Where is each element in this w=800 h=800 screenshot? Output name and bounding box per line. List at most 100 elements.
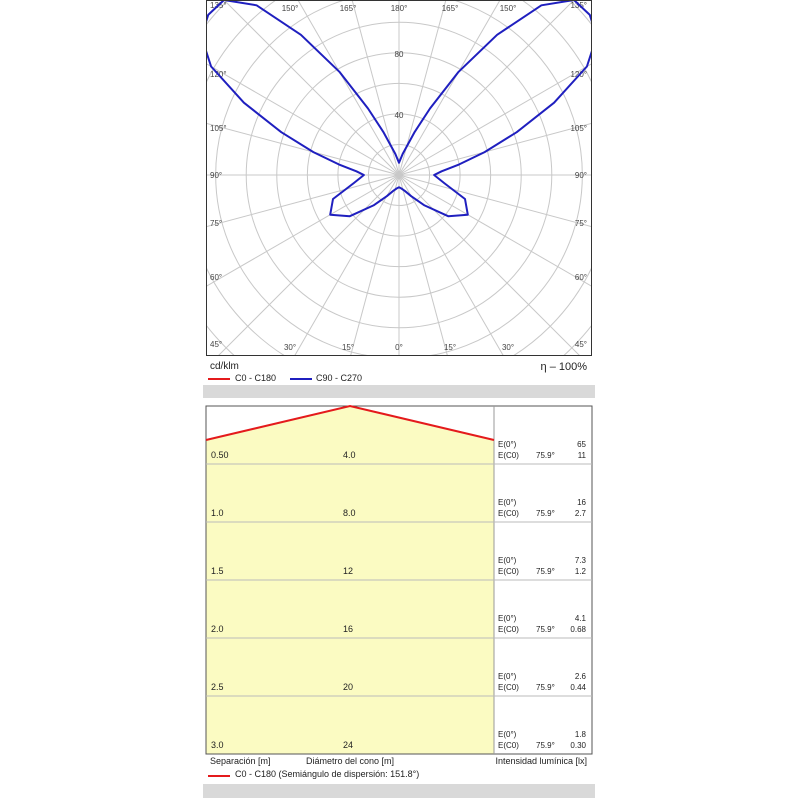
polar-grid-spoke xyxy=(398,0,575,176)
cone-row-diameter: 24 xyxy=(343,740,354,750)
polar-grid-spoke xyxy=(398,174,592,288)
lux-value-ec0: 2.7 xyxy=(574,509,586,518)
lux-label-e0: E(0°) xyxy=(498,556,517,565)
cone-row-diameter: 20 xyxy=(343,682,354,692)
column-label-separation: Separación [m] xyxy=(210,756,271,766)
lux-value-ec0: 0.68 xyxy=(570,625,586,634)
polar-efficiency-label: η – 100% xyxy=(540,361,587,373)
cone-row-height: 3.0 xyxy=(211,740,224,750)
polar-angle-label-top: 180° xyxy=(391,4,408,13)
lux-value-ec0: 1.2 xyxy=(574,567,586,576)
polar-angle-label-left: 60° xyxy=(210,273,222,282)
polar-angle-label-left: 105° xyxy=(210,124,227,133)
polar-grid-spoke xyxy=(206,174,400,288)
cone-row-diameter: 16 xyxy=(343,624,354,634)
lux-label-ec0: E(C0) xyxy=(498,509,519,518)
polar-grid-spoke xyxy=(293,174,400,356)
polar-series xyxy=(206,0,592,218)
polar-angle-label-bottom: 30° xyxy=(284,343,296,352)
polar-radial-tick-label: 40 xyxy=(395,111,404,120)
polar-angle-label-left: 90° xyxy=(210,171,222,180)
separator-band-bottom xyxy=(203,784,595,798)
cone-row-height: 1.0 xyxy=(211,508,224,518)
cone-row-diameter: 12 xyxy=(343,566,354,576)
legend-label-c90-c270: C90 - C270 xyxy=(316,373,363,383)
polar-angle-label-bottom: 0° xyxy=(395,343,403,352)
polar-angle-label-right: 90° xyxy=(575,171,587,180)
lux-label-e0: E(0°) xyxy=(498,614,517,623)
polar-angle-label-top: 165° xyxy=(340,4,357,13)
cone-legend-label: C0 - C180 (Semiángulo de dispersión: 151… xyxy=(235,769,420,779)
lux-angle: 75.9° xyxy=(536,683,555,692)
polar-angle-label-top: 150° xyxy=(500,4,517,13)
polar-chart: 4080120160 135°120°105°90°75°60°45°135°1… xyxy=(206,0,592,356)
polar-grid-spoke xyxy=(398,174,505,356)
polar-grid-spoke xyxy=(217,174,400,356)
lux-angle: 75.9° xyxy=(536,509,555,518)
legend-line-c90-c270 xyxy=(290,378,312,380)
polar-grid-spoke xyxy=(297,0,400,176)
polar-grid-spoke xyxy=(398,62,592,176)
polar-angle-label-right: 75° xyxy=(575,219,587,228)
polar-grid-spoke xyxy=(223,0,400,176)
polar-series-line xyxy=(206,0,592,218)
polar-angle-label-right: 45° xyxy=(575,340,587,349)
cone-row-height: 1.5 xyxy=(211,566,224,576)
cone-row-diameter: 4.0 xyxy=(343,450,356,460)
polar-grid-spoke xyxy=(349,174,400,356)
lux-value-ec0: 11 xyxy=(577,451,586,460)
polar-grid-spoke xyxy=(206,62,400,176)
polar-radial-tick-labels: 4080120160 xyxy=(395,50,404,120)
polar-grid-spoke xyxy=(351,0,400,176)
polar-grid-spoke xyxy=(398,0,501,176)
lux-label-ec0: E(C0) xyxy=(498,741,519,750)
lux-value-e0: 65 xyxy=(577,440,586,449)
lux-label-ec0: E(C0) xyxy=(498,567,519,576)
cone-legend-line xyxy=(208,775,230,777)
lux-value-e0: 1.8 xyxy=(574,730,586,739)
polar-angle-label-left: 75° xyxy=(210,219,222,228)
polar-angle-label-bottom: 15° xyxy=(444,343,456,352)
lux-label-e0: E(0°) xyxy=(498,498,517,507)
polar-grid-spoke xyxy=(206,174,400,228)
lux-label-ec0: E(C0) xyxy=(498,683,519,692)
polar-grid-spoke xyxy=(398,174,449,356)
cone-grid xyxy=(205,405,593,755)
polar-grid-spoke xyxy=(398,122,592,176)
column-label-illuminance: Intensidad lumínica [lx] xyxy=(495,756,587,766)
lux-label-e0: E(0°) xyxy=(498,440,517,449)
lux-label-ec0: E(C0) xyxy=(498,451,519,460)
lux-value-ec0: 0.30 xyxy=(570,741,586,750)
cone-spread-polyline xyxy=(205,404,495,441)
lux-label-ec0: E(C0) xyxy=(498,625,519,634)
polar-grid-spoke xyxy=(398,0,447,176)
cone-row-height: 2.5 xyxy=(211,682,224,692)
polar-angle-label-top: 165° xyxy=(442,4,459,13)
cone-row-height: 0.50 xyxy=(211,450,229,460)
polar-grid xyxy=(206,0,592,356)
cone-row-height: 2.0 xyxy=(211,624,224,634)
separator-band-top xyxy=(203,385,595,398)
lux-label-e0: E(0°) xyxy=(498,730,517,739)
lux-angle: 75.9° xyxy=(536,741,555,750)
polar-grid-spoke xyxy=(206,122,400,176)
polar-angle-label-left: 45° xyxy=(210,340,222,349)
polar-angle-label-right: 60° xyxy=(575,273,587,282)
column-label-diameter: Diámetro del cono [m] xyxy=(306,756,395,766)
lux-angle: 75.9° xyxy=(536,567,555,576)
lux-value-ec0: 0.44 xyxy=(570,683,586,692)
polar-angle-label-bottom: 30° xyxy=(502,343,514,352)
polar-angle-label-top: 150° xyxy=(282,4,299,13)
lux-angle: 75.9° xyxy=(536,625,555,634)
lux-value-e0: 16 xyxy=(577,498,586,507)
polar-unit-label: cd/klm xyxy=(210,361,239,372)
polar-grid-spoke xyxy=(398,174,592,228)
lux-value-e0: 2.6 xyxy=(574,672,586,681)
legend-line-c0-c180 xyxy=(208,378,230,380)
polar-grid-spoke xyxy=(398,174,581,356)
cone-spread-line xyxy=(205,404,495,441)
lux-angle: 75.9° xyxy=(536,451,555,460)
polar-angle-label-right: 105° xyxy=(570,124,587,133)
lux-label-e0: E(0°) xyxy=(498,672,517,681)
